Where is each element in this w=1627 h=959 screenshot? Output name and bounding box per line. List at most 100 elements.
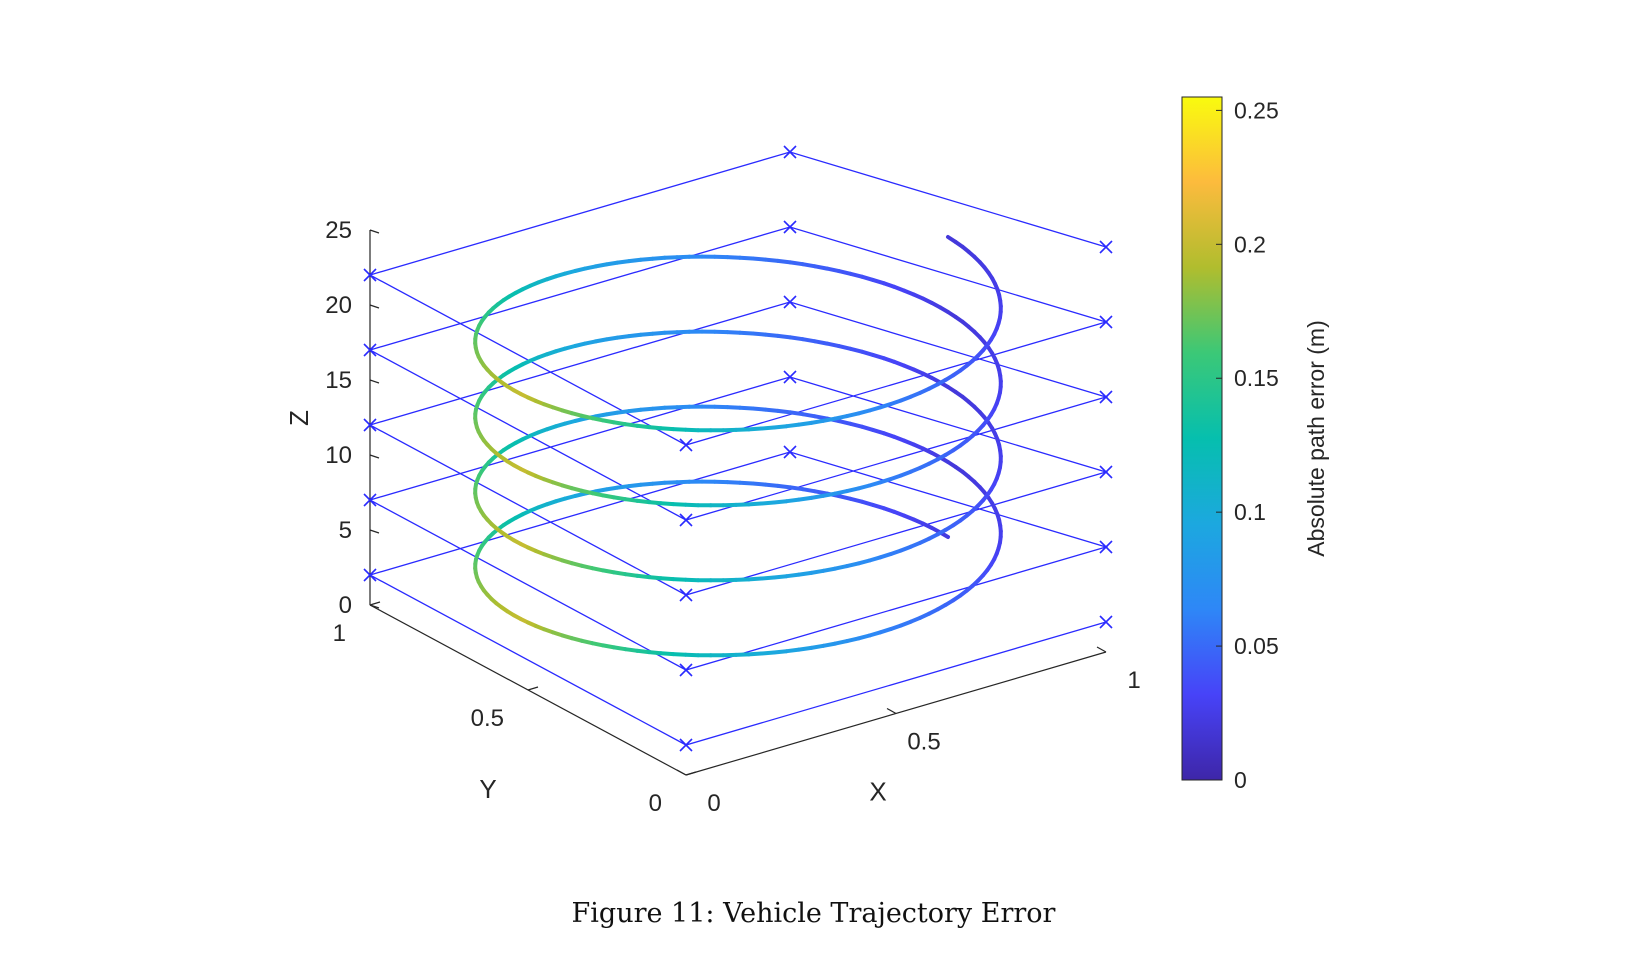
y-tick-label: 1 xyxy=(333,620,346,647)
z-tick-mark xyxy=(369,304,380,309)
trajectory-segment xyxy=(763,332,780,338)
trajectory-segment xyxy=(784,422,801,429)
trajectory-segment xyxy=(809,493,826,500)
trajectory-segment xyxy=(725,480,742,485)
trajectory-segment xyxy=(813,339,830,346)
trajectory-segment xyxy=(813,489,830,496)
waypoint-marker xyxy=(363,493,377,507)
trajectory-segment xyxy=(738,405,755,411)
trajectory-segment xyxy=(800,412,817,419)
trajectory-segment xyxy=(788,335,805,342)
colorbar-gradient xyxy=(1181,96,1223,781)
trajectory-segment xyxy=(750,331,768,337)
trajectory-segment xyxy=(683,427,701,433)
waypoint-marker xyxy=(783,145,797,159)
trajectory-segment xyxy=(788,260,805,267)
waypoint-marker xyxy=(1099,240,1113,254)
colorbar-tick-label: 0.1 xyxy=(1234,499,1266,525)
waypoint-marker xyxy=(363,568,377,582)
z-tick-mark xyxy=(369,229,380,234)
trajectory-segment xyxy=(775,408,793,415)
trajectory-segment xyxy=(746,651,764,657)
trajectory-segment xyxy=(797,645,814,652)
trajectory-segment xyxy=(646,425,663,431)
colorbar: 0 0.05 0.1 0.15 0.2 0.25 Absolute path error (… xyxy=(1181,96,1329,793)
trajectory-segment xyxy=(662,330,679,335)
waypoint-marker xyxy=(679,513,693,527)
trajectory-segment xyxy=(809,568,826,575)
trajectory-segment xyxy=(759,650,776,656)
trajectory-segment xyxy=(646,575,663,581)
figure-caption: Figure 11: Vehicle Trajectory Error xyxy=(571,898,1056,929)
y-tick-mark xyxy=(369,601,381,606)
x-tick-label: 0 xyxy=(707,790,720,817)
x-tick-label: 1 xyxy=(1127,667,1140,694)
trajectory-segment xyxy=(821,491,838,498)
trajectory-segment xyxy=(659,501,676,507)
z-tick-mark xyxy=(369,454,380,459)
colorbar-tick-label: 0.15 xyxy=(1234,365,1279,391)
waypoint-marker xyxy=(783,445,797,459)
trajectory-segment xyxy=(738,480,755,486)
trajectory xyxy=(473,235,1003,658)
trajectory-segment xyxy=(750,481,768,487)
trajectory-segment xyxy=(759,500,776,506)
trajectory-segment xyxy=(772,499,789,505)
x-axis-label: X xyxy=(869,777,886,807)
waypoint-marker xyxy=(783,220,797,234)
trajectory-segment xyxy=(784,497,801,504)
trajectory-segment xyxy=(671,502,688,507)
reference-path xyxy=(363,145,1113,752)
z-tick-label: 20 xyxy=(325,292,352,319)
trajectory-segment xyxy=(738,330,755,336)
colorbar-tick-label: 0 xyxy=(1234,767,1247,793)
z-tick-label: 0 xyxy=(339,592,352,619)
trajectory-segment xyxy=(659,576,676,582)
waypoint-marker xyxy=(1099,540,1113,554)
y-tick-mark xyxy=(685,771,697,776)
colorbar-tick-label: 0.05 xyxy=(1234,633,1279,659)
trajectory-segment xyxy=(797,420,814,427)
trajectory-segment xyxy=(671,427,688,432)
trajectory-segment xyxy=(725,330,742,335)
trajectory-segment xyxy=(750,256,768,262)
waypoint-marker xyxy=(679,738,693,752)
x-tick-mark xyxy=(1096,646,1107,653)
trajectory-segment xyxy=(734,502,751,507)
trajectory-segment xyxy=(800,337,817,344)
trajectory-segment xyxy=(650,480,667,486)
waypoint-marker xyxy=(783,370,797,384)
z-tick-label: 5 xyxy=(339,517,352,544)
trajectory-segment xyxy=(813,264,830,271)
trajectory-segment xyxy=(763,482,780,488)
waypoint-marker xyxy=(783,295,797,309)
x-tick-mark xyxy=(676,769,687,776)
waypoint-marker xyxy=(679,663,693,677)
z-tick-label: 25 xyxy=(325,217,352,244)
trajectory-segment xyxy=(659,651,676,657)
waypoint-marker xyxy=(363,418,377,432)
waypoint-marker xyxy=(679,588,693,602)
trajectory-segment xyxy=(671,577,688,582)
trajectory-segment xyxy=(825,341,841,349)
x-tick-mark xyxy=(886,707,897,715)
trajectory-segment xyxy=(650,330,667,336)
trajectory-segment xyxy=(809,643,826,650)
trajectory-segment xyxy=(763,257,780,263)
trajectory-segment xyxy=(800,487,817,494)
z-tick-mark xyxy=(369,529,380,534)
trajectory-segment xyxy=(775,258,793,265)
trajectory-segment xyxy=(946,235,958,244)
trajectory-segment xyxy=(763,407,780,413)
trajectory-segment xyxy=(775,483,793,490)
trajectory-segment xyxy=(683,577,701,583)
waypoint-marker xyxy=(1099,615,1113,629)
trajectory-segment xyxy=(746,501,764,507)
trajectory-segment xyxy=(788,485,805,492)
colorbar-tick-label: 0.25 xyxy=(1234,97,1279,123)
trajectory-segment xyxy=(797,570,814,577)
trajectory-segment xyxy=(800,262,817,269)
trajectory-segment xyxy=(734,652,751,657)
